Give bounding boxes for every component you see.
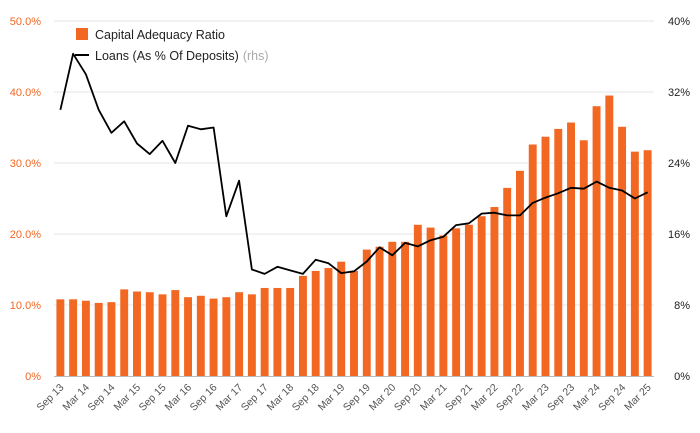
line-series xyxy=(59,52,648,275)
bar xyxy=(350,270,358,376)
left-tick-label: 20.0% xyxy=(10,229,41,241)
bar xyxy=(464,224,473,376)
legend-bar-swatch xyxy=(76,28,88,40)
bar xyxy=(579,140,588,376)
bar xyxy=(81,300,90,376)
x-tick-label: Mar 25 xyxy=(622,382,654,414)
bar xyxy=(298,275,307,376)
x-tick-label: Sep 23 xyxy=(545,382,577,414)
bar xyxy=(273,287,282,376)
bar xyxy=(567,122,575,376)
x-tick-label: Mar 19 xyxy=(316,382,348,414)
bar xyxy=(388,241,397,376)
legend-line-label: Loans (As % Of Deposits) (rhs) xyxy=(95,49,269,63)
legend-bar-label: Capital Adequacy Ratio xyxy=(95,28,225,42)
bar xyxy=(94,302,103,376)
bar xyxy=(605,95,614,377)
legend-line-name: Loans (As % Of Deposits) xyxy=(95,49,239,63)
bar xyxy=(209,298,218,376)
bar xyxy=(413,224,422,376)
bar xyxy=(362,249,371,376)
bar xyxy=(56,299,65,376)
bar xyxy=(133,291,141,376)
bar xyxy=(337,261,346,376)
bar xyxy=(171,290,180,376)
bar xyxy=(630,151,639,376)
right-tick-label: 24% xyxy=(668,158,690,170)
bar-series xyxy=(56,95,652,377)
bar xyxy=(324,268,333,376)
bar xyxy=(107,302,116,376)
right-tick-label: 8% xyxy=(674,300,690,312)
x-tick-label: Sep 19 xyxy=(341,382,373,414)
x-tick-label: Sep 14 xyxy=(86,382,118,414)
left-axis: 0% 10.0% 20.0% 30.0% 40.0% 50.0% xyxy=(10,16,41,383)
bar xyxy=(375,246,384,376)
x-tick-label: Mar 14 xyxy=(60,382,92,414)
x-tick-label: Sep 24 xyxy=(596,382,628,414)
bar xyxy=(311,270,320,376)
right-tick-label: 16% xyxy=(668,229,690,241)
right-tick-label: 32% xyxy=(668,87,690,99)
bar xyxy=(69,299,78,376)
x-tick-label: Sep 15 xyxy=(137,382,169,414)
gridlines xyxy=(54,20,654,306)
x-tick-label: Mar 21 xyxy=(418,382,450,414)
bar xyxy=(426,227,435,376)
x-tick-label: Sep 17 xyxy=(239,382,271,414)
bar xyxy=(592,106,601,376)
x-tick-label: Mar 22 xyxy=(469,382,501,414)
bar xyxy=(541,136,550,376)
right-tick-label: 40% xyxy=(668,16,690,28)
x-tick-label: Sep 13 xyxy=(34,382,66,414)
bar xyxy=(158,294,167,376)
bar xyxy=(643,150,652,376)
bar xyxy=(618,126,627,376)
bar xyxy=(222,297,231,376)
bar xyxy=(477,216,486,376)
right-tick-label: 0% xyxy=(674,371,690,383)
right-axis: 0% 8% 16% 24% 32% 40% xyxy=(668,16,690,383)
bar xyxy=(516,170,524,376)
bar xyxy=(286,287,295,376)
x-tick-label: Sep 18 xyxy=(290,382,322,414)
bar xyxy=(503,187,512,376)
x-tick-label: Sep 20 xyxy=(392,382,424,414)
bar xyxy=(554,128,563,376)
x-tick-label: Mar 17 xyxy=(214,382,246,414)
left-tick-label: 30.0% xyxy=(10,158,41,170)
left-tick-label: 40.0% xyxy=(10,87,41,99)
bar xyxy=(260,287,269,376)
legend-line-suffix: (rhs) xyxy=(243,49,269,63)
bar xyxy=(528,144,537,376)
bar xyxy=(247,294,256,376)
bar xyxy=(452,228,461,376)
left-tick-label: 10.0% xyxy=(10,300,41,312)
bar xyxy=(439,235,448,376)
x-tick-label: Mar 18 xyxy=(265,382,297,414)
bar xyxy=(490,207,499,376)
legend: Capital Adequacy Ratio Loans (As % Of De… xyxy=(75,28,269,63)
x-tick-label: Mar 24 xyxy=(571,382,603,414)
bar xyxy=(145,292,154,376)
x-tick-label: Mar 23 xyxy=(520,382,552,414)
x-tick-label: Mar 20 xyxy=(367,382,399,414)
loans-line xyxy=(59,52,648,275)
x-tick-label: Sep 22 xyxy=(494,382,526,414)
x-tick-label: Mar 15 xyxy=(112,382,144,414)
x-tick-label: Sep 16 xyxy=(188,382,220,414)
x-tick-label: Sep 21 xyxy=(443,382,475,414)
bar xyxy=(401,241,410,376)
bar xyxy=(120,289,129,376)
bar xyxy=(184,297,192,376)
bar xyxy=(235,292,244,376)
left-tick-label: 50.0% xyxy=(10,16,41,28)
bar xyxy=(196,295,205,376)
left-tick-label: 0% xyxy=(25,371,41,383)
x-tick-label: Mar 16 xyxy=(163,382,195,414)
